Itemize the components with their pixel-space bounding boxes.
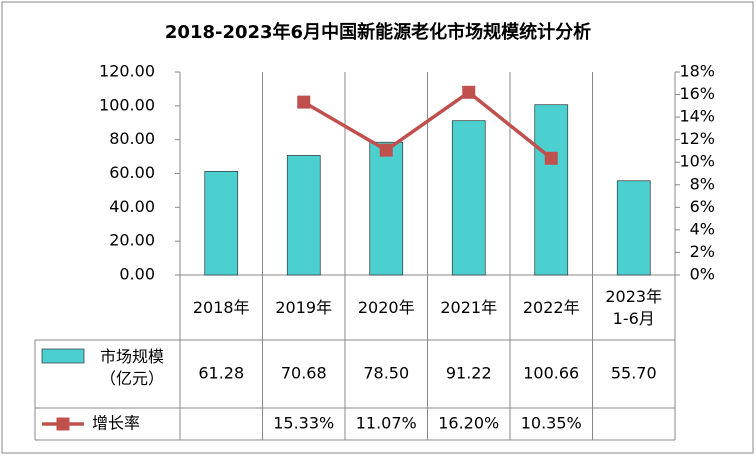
x-tick-label: 2023年 1-6月 <box>605 286 663 328</box>
value-label: 70.68 <box>281 364 327 383</box>
line <box>302 90 553 160</box>
value-label: 10.35% <box>521 414 582 433</box>
x-tick-label: 2020年 <box>357 297 415 317</box>
value-label: 11.07% <box>356 414 417 433</box>
value-label: 61.28 <box>198 364 244 383</box>
bar <box>286 155 321 276</box>
y-tick-label: 60.00 <box>109 163 155 182</box>
y2-tick-label: 18% <box>679 62 715 81</box>
y2-tick-label: 6% <box>690 197 715 216</box>
y2-tick-label: 16% <box>679 84 715 103</box>
y-tick-label: 100.00 <box>99 95 155 114</box>
line-marker <box>544 151 558 165</box>
line-marker <box>379 143 393 157</box>
y2-tick-label: 10% <box>679 152 715 171</box>
bar <box>616 180 651 276</box>
y-tick-label: 20.00 <box>109 231 155 250</box>
line-marker <box>297 95 311 109</box>
y2-tick-label: 4% <box>690 219 715 238</box>
y2-tick-label: 14% <box>679 107 715 126</box>
value-label: 100.66 <box>523 364 579 383</box>
y2-tick-label: 12% <box>679 129 715 148</box>
legend-key <box>41 348 85 364</box>
bar <box>369 141 404 276</box>
value-label: 78.50 <box>363 364 409 383</box>
legend-label: 增长率 <box>92 414 140 433</box>
bar <box>451 120 486 276</box>
x-tick-label: 2021年 <box>440 297 498 317</box>
y2-tick-label: 2% <box>690 242 715 261</box>
bar <box>534 104 569 276</box>
x-tick-label: 2019年 <box>275 297 333 317</box>
legend-key <box>56 417 70 431</box>
x-tick-label: 2018年 <box>192 297 250 317</box>
y-tick-label: 0.00 <box>119 265 155 284</box>
x-tick-label: 2022年 <box>522 297 580 317</box>
value-label: 16.20% <box>438 414 499 433</box>
y2-tick-label: 8% <box>690 174 715 193</box>
chart-title: 2018-2023年6月中国新能源老化市场规模统计分析 <box>165 21 591 43</box>
y-tick-label: 40.00 <box>109 197 155 216</box>
value-label: 55.70 <box>611 364 657 383</box>
y2-tick-label: 0% <box>690 265 715 284</box>
value-label: 15.33% <box>273 414 334 433</box>
y-tick-label: 80.00 <box>109 129 155 148</box>
legend-label: 市场规模 （亿元） <box>99 347 164 388</box>
line-marker <box>462 85 476 99</box>
value-label: 91.22 <box>446 364 492 383</box>
y-tick-label: 120.00 <box>99 62 155 81</box>
bar <box>204 170 239 276</box>
